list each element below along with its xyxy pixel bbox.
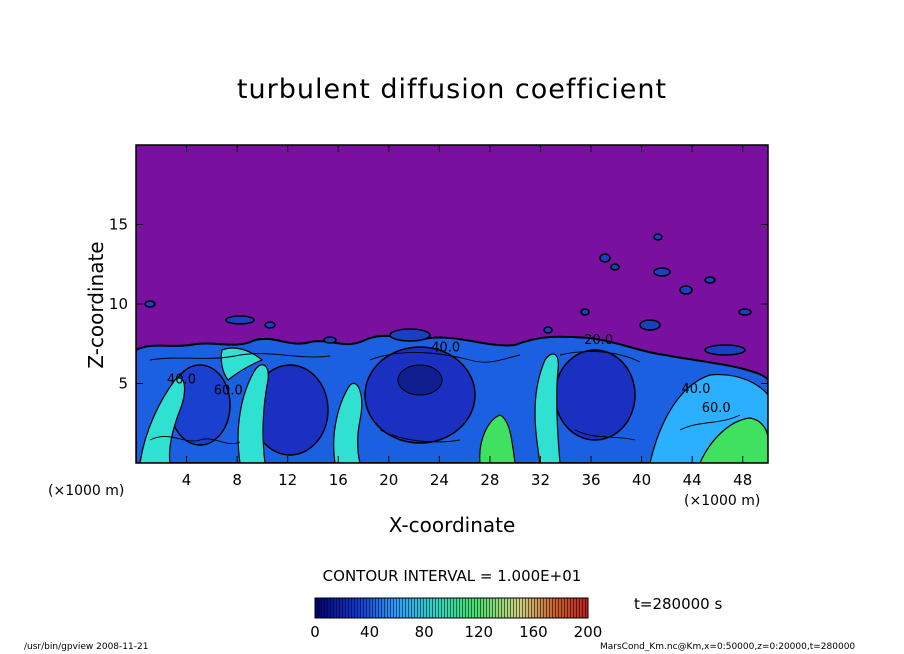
eddy-core [554, 349, 636, 441]
plume [333, 382, 363, 463]
x-tick-label: 12 [278, 471, 297, 489]
x-tick-label: 16 [329, 471, 348, 489]
x-tick-label: 20 [379, 471, 398, 489]
plot-area [136, 145, 768, 463]
x-tick-label: 24 [430, 471, 449, 489]
contour-label: 40.0 [431, 341, 460, 356]
plume [220, 347, 264, 381]
contour-label: 60.0 [214, 384, 243, 399]
contour-label: 20.0 [584, 333, 613, 348]
colorbar-tick-label: 160 [519, 623, 548, 641]
x-tick-label: 4 [182, 471, 192, 489]
colorbar-ticks: 0 40 80 120 160 200 [310, 623, 602, 641]
x-tick-label: 8 [232, 471, 242, 489]
plume [139, 377, 186, 463]
contour-label: 40.0 [167, 373, 196, 388]
plume [237, 364, 269, 463]
colorbar-tick-label: 120 [464, 623, 493, 641]
x-tick-label: 44 [683, 471, 702, 489]
y-tick-label: 15 [109, 216, 128, 234]
x-tick-label: 32 [531, 471, 550, 489]
y-tick-label: 10 [109, 295, 128, 313]
time-label: t=280000 s [634, 595, 723, 613]
colorbar-lines [315, 598, 588, 618]
contour-labels: 40.0 60.0 40.0 20.0 40.0 60.0 [167, 333, 731, 416]
contour-label: 40.0 [681, 382, 710, 397]
x-axis-label: X-coordinate [388, 513, 516, 537]
colorbar-tick-label: 200 [574, 623, 603, 641]
footer-program-date: /usr/bin/gpview 2008-11-21 [24, 642, 149, 652]
x-unit-label-right: (×1000 m) [684, 493, 761, 509]
colorbar: 0 40 80 120 160 200 [310, 597, 602, 641]
y-tick-label: 5 [118, 375, 128, 393]
contour-label: 60.0 [702, 401, 731, 416]
x-tick-label: 28 [480, 471, 499, 489]
plume [479, 414, 516, 463]
colorbar-tick-label: 40 [360, 623, 379, 641]
turbulent-patches [144, 233, 752, 356]
x-unit-label-left: (×1000 m) [48, 483, 125, 499]
colorbar-tick-label: 80 [415, 623, 434, 641]
plume [534, 353, 561, 463]
colorbar-frame [314, 597, 589, 619]
x-tick-label: 36 [581, 471, 600, 489]
x-tick-label: 40 [632, 471, 651, 489]
colorbar-tick-label: 0 [310, 623, 320, 641]
contour-lines [149, 351, 741, 444]
chart-title: turbulent diffusion coefficient [236, 74, 668, 105]
eddy-core [397, 364, 443, 396]
x-tick-label: 48 [733, 471, 752, 489]
footer-source: MarsCond_Km.nc@Km,x=0:50000,z=0:20000,t=… [600, 642, 856, 652]
contour-interval-label: CONTOUR INTERVAL = 1.000E+01 [322, 567, 582, 585]
